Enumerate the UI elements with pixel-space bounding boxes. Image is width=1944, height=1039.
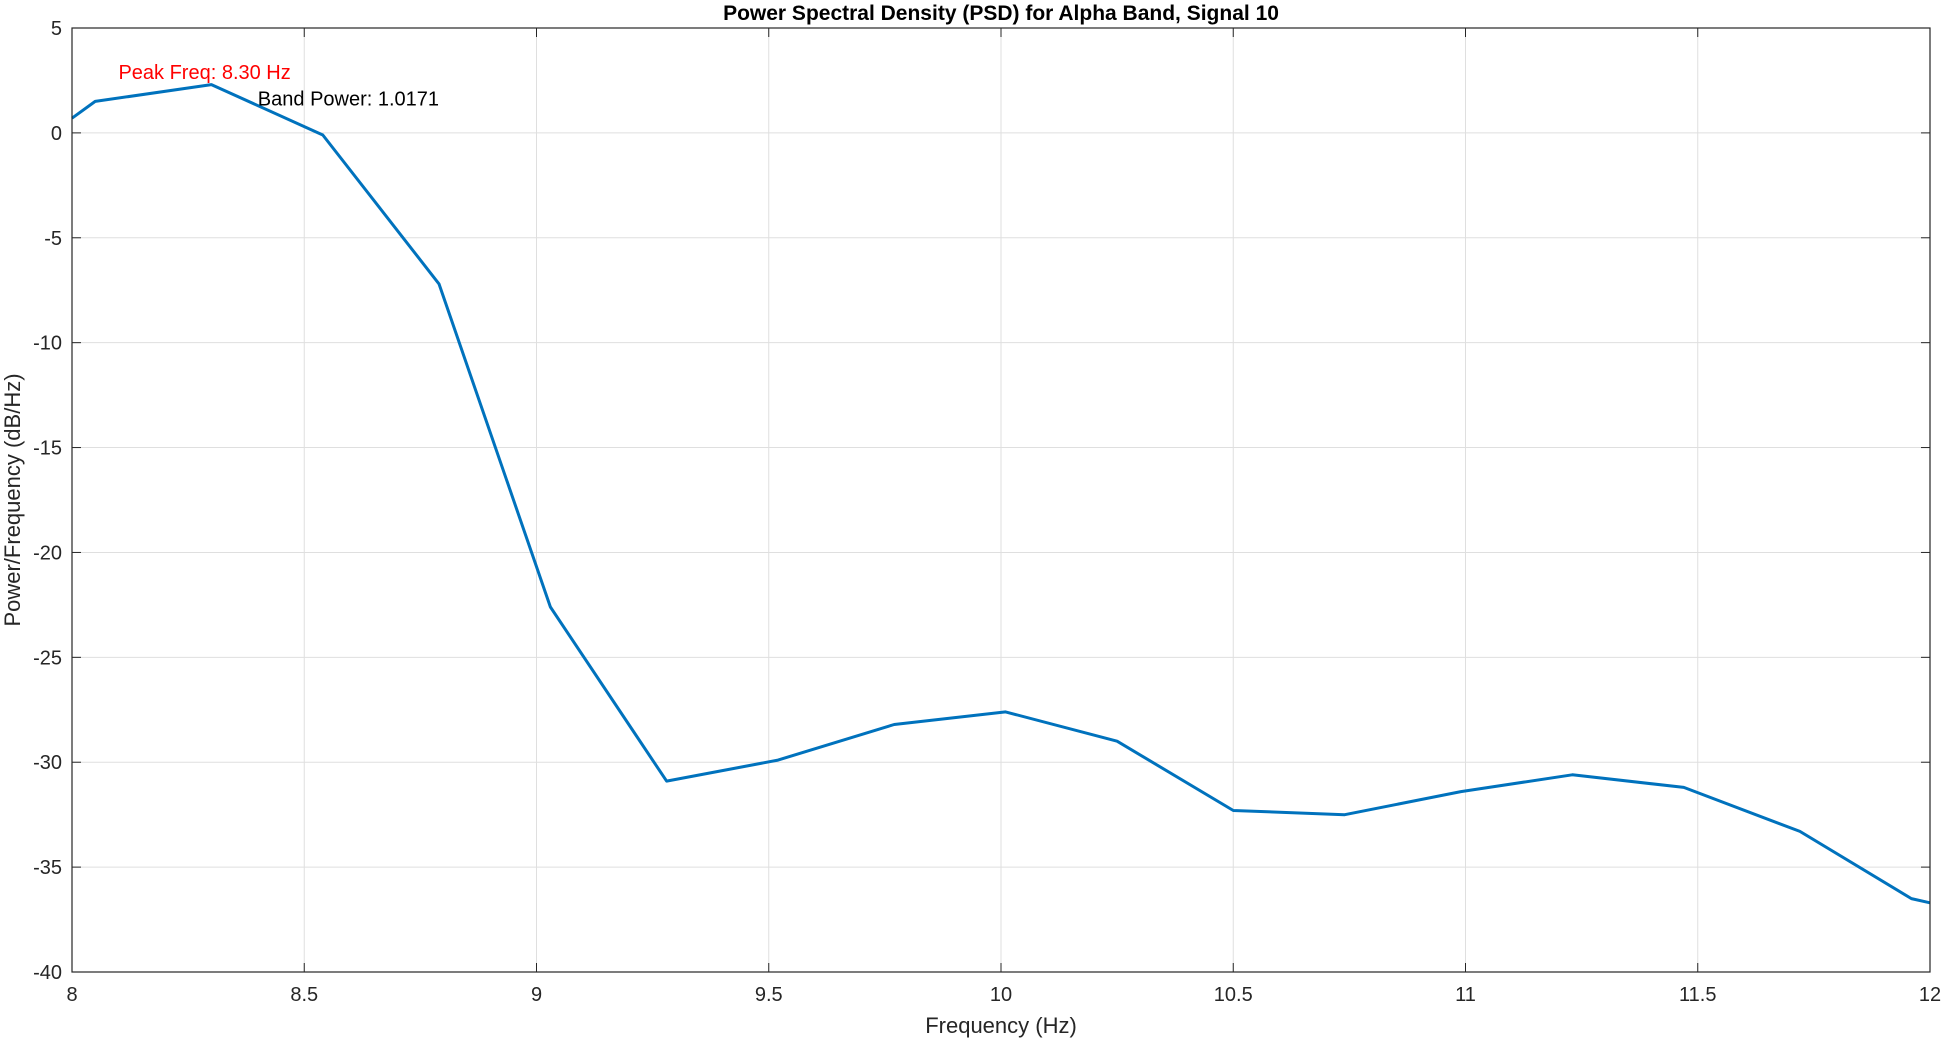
x-axis-label: Frequency (Hz) (925, 1013, 1077, 1038)
y-tick-label: -10 (33, 333, 62, 355)
x-tick-label: 11.5 (1679, 984, 1716, 1006)
annotations: Peak Freq: 8.30 Hz Band Power: 1.0171 (118, 62, 439, 110)
x-tick-label: 10.5 (1214, 984, 1253, 1006)
y-tick-label: -40 (33, 962, 62, 984)
x-tick-label: 10 (990, 984, 1012, 1006)
y-tick-label: 0 (51, 123, 62, 145)
ticks (71, 27, 1931, 973)
y-tick-label: -30 (33, 752, 62, 774)
y-tick-label: -35 (33, 857, 62, 879)
y-tick-label: -15 (33, 438, 62, 460)
psd-series-line (71, 83, 1931, 905)
y-tick-label: 5 (51, 18, 62, 40)
x-tick-label: 9.5 (755, 984, 783, 1006)
y-tick-labels: 5 0 -5 -10 -15 -20 -25 -30 -35 -40 (33, 18, 62, 984)
y-tick-label: -20 (33, 542, 62, 564)
x-tick-label: 11 (1455, 984, 1476, 1006)
x-tick-labels: 8 8.5 9 9.5 10 10.5 11 11.5 12 (66, 984, 1941, 1006)
x-tick-label: 8 (66, 984, 77, 1006)
x-tick-label: 8.5 (290, 984, 318, 1006)
x-tick-label: 9 (531, 984, 542, 1006)
series-group (71, 83, 1931, 905)
y-tick-label: -5 (44, 228, 62, 250)
y-tick-label: -25 (33, 647, 62, 669)
annotation-label: Band Power: 1.0171 (258, 88, 439, 110)
x-tick-label: 12 (1919, 984, 1941, 1006)
chart-title: Power Spectral Density (PSD) for Alpha B… (723, 2, 1279, 25)
y-axis-label: Power/Frequency (dB/Hz) (0, 373, 25, 626)
annotation-label: Peak Freq: 8.30 Hz (118, 62, 290, 84)
